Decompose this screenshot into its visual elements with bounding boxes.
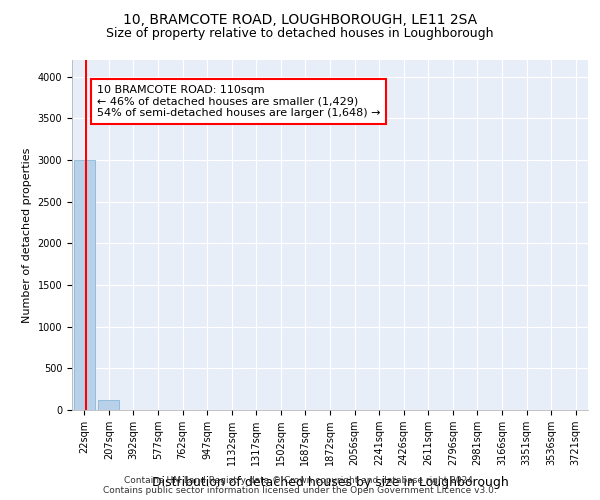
Bar — [98, 400, 119, 410]
Y-axis label: Number of detached properties: Number of detached properties — [22, 148, 32, 322]
Text: Contains HM Land Registry data © Crown copyright and database right 2024.
Contai: Contains HM Land Registry data © Crown c… — [103, 476, 497, 495]
Text: Size of property relative to detached houses in Loughborough: Size of property relative to detached ho… — [106, 28, 494, 40]
Text: 10 BRAMCOTE ROAD: 110sqm
← 46% of detached houses are smaller (1,429)
54% of sem: 10 BRAMCOTE ROAD: 110sqm ← 46% of detach… — [97, 85, 380, 118]
Text: 10, BRAMCOTE ROAD, LOUGHBOROUGH, LE11 2SA: 10, BRAMCOTE ROAD, LOUGHBOROUGH, LE11 2S… — [123, 12, 477, 26]
X-axis label: Distribution of detached houses by size in Loughborough: Distribution of detached houses by size … — [152, 476, 508, 490]
Bar — [74, 160, 95, 410]
